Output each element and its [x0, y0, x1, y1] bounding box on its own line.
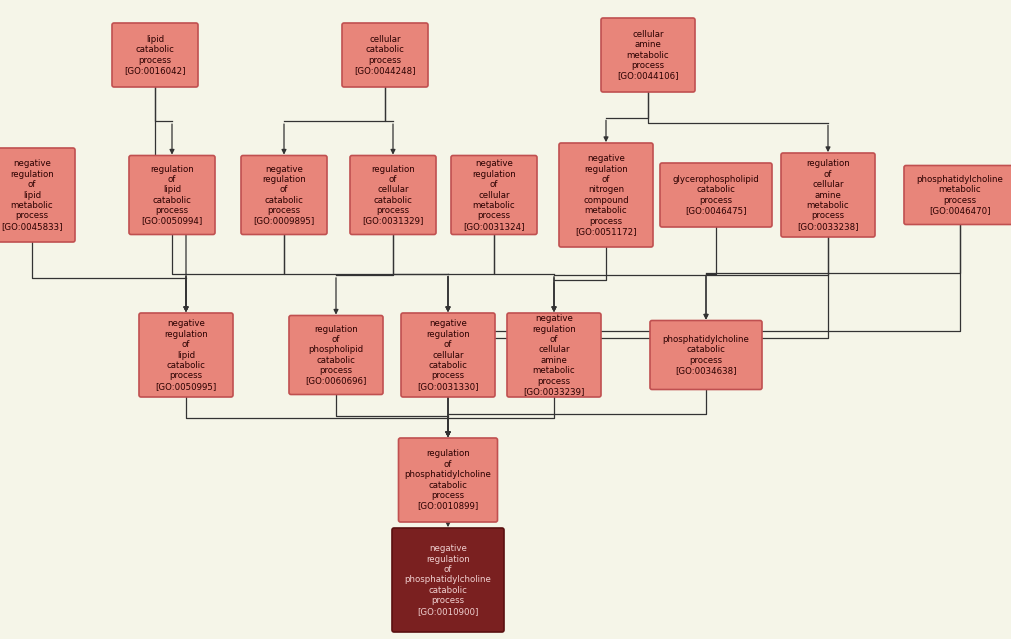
- FancyBboxPatch shape: [289, 316, 383, 394]
- Text: phosphatidylcholine
catabolic
process
[GO:0034638]: phosphatidylcholine catabolic process [G…: [662, 335, 749, 375]
- Text: phosphatidylcholine
metabolic
process
[GO:0046470]: phosphatidylcholine metabolic process [G…: [917, 175, 1004, 215]
- Text: negative
regulation
of
lipid
metabolic
process
[GO:0045833]: negative regulation of lipid metabolic p…: [1, 159, 63, 231]
- Text: regulation
of
cellular
catabolic
process
[GO:0031329]: regulation of cellular catabolic process…: [362, 164, 424, 226]
- FancyBboxPatch shape: [782, 153, 875, 237]
- FancyBboxPatch shape: [451, 155, 537, 235]
- Text: glycerophospholipid
catabolic
process
[GO:0046475]: glycerophospholipid catabolic process [G…: [672, 175, 759, 215]
- Text: regulation
of
phosphatidylcholine
catabolic
process
[GO:0010899]: regulation of phosphatidylcholine catabo…: [404, 449, 491, 511]
- FancyBboxPatch shape: [129, 155, 215, 235]
- Text: negative
regulation
of
nitrogen
compound
metabolic
process
[GO:0051172]: negative regulation of nitrogen compound…: [575, 154, 637, 236]
- FancyBboxPatch shape: [660, 163, 772, 227]
- Text: negative
regulation
of
lipid
catabolic
process
[GO:0050995]: negative regulation of lipid catabolic p…: [156, 320, 216, 390]
- FancyBboxPatch shape: [0, 148, 75, 242]
- Text: regulation
of
cellular
amine
metabolic
process
[GO:0033238]: regulation of cellular amine metabolic p…: [798, 159, 858, 231]
- FancyBboxPatch shape: [507, 313, 601, 397]
- Text: cellular
amine
metabolic
process
[GO:0044106]: cellular amine metabolic process [GO:004…: [618, 29, 678, 81]
- Text: negative
regulation
of
cellular
metabolic
process
[GO:0031324]: negative regulation of cellular metaboli…: [463, 159, 525, 231]
- Text: regulation
of
phospholipid
catabolic
process
[GO:0060696]: regulation of phospholipid catabolic pro…: [305, 325, 367, 385]
- FancyBboxPatch shape: [392, 528, 504, 632]
- FancyBboxPatch shape: [350, 155, 436, 235]
- Text: cellular
catabolic
process
[GO:0044248]: cellular catabolic process [GO:0044248]: [354, 35, 416, 75]
- FancyBboxPatch shape: [342, 23, 428, 87]
- Text: lipid
catabolic
process
[GO:0016042]: lipid catabolic process [GO:0016042]: [124, 35, 186, 75]
- Text: regulation
of
lipid
catabolic
process
[GO:0050994]: regulation of lipid catabolic process [G…: [142, 164, 202, 226]
- FancyBboxPatch shape: [398, 438, 497, 522]
- Text: negative
regulation
of
cellular
amine
metabolic
process
[GO:0033239]: negative regulation of cellular amine me…: [524, 314, 584, 396]
- FancyBboxPatch shape: [601, 18, 695, 92]
- FancyBboxPatch shape: [904, 166, 1011, 224]
- Text: negative
regulation
of
phosphatidylcholine
catabolic
process
[GO:0010900]: negative regulation of phosphatidylcholi…: [404, 544, 491, 616]
- FancyBboxPatch shape: [241, 155, 327, 235]
- FancyBboxPatch shape: [401, 313, 495, 397]
- FancyBboxPatch shape: [112, 23, 198, 87]
- Text: negative
regulation
of
catabolic
process
[GO:0009895]: negative regulation of catabolic process…: [254, 164, 314, 226]
- FancyBboxPatch shape: [139, 313, 233, 397]
- Text: negative
regulation
of
cellular
catabolic
process
[GO:0031330]: negative regulation of cellular cataboli…: [418, 320, 479, 390]
- FancyBboxPatch shape: [559, 143, 653, 247]
- FancyBboxPatch shape: [650, 321, 762, 390]
